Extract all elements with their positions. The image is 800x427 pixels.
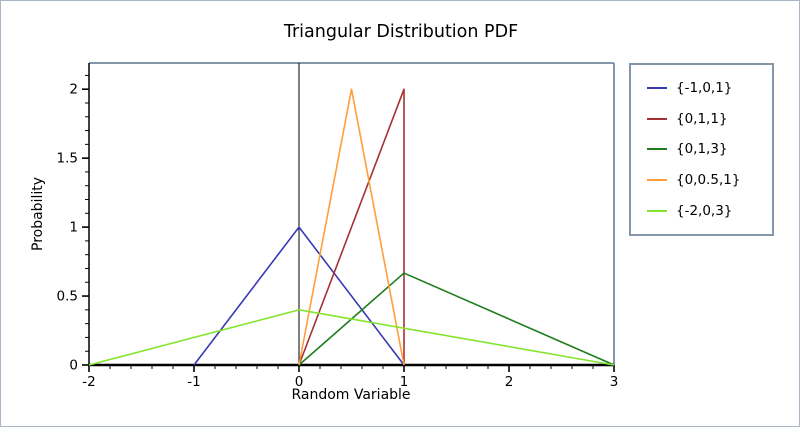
y-tick-label: 1.5 [57, 151, 78, 167]
x-tick-label: -1 [187, 374, 200, 390]
y-tick-label: 0.5 [57, 289, 78, 305]
series-line-{-1,0,1} [193, 226, 405, 366]
legend-item: {0,1,3} [647, 141, 772, 157]
legend-swatch-line [647, 148, 667, 151]
series-line-{0,0.5,1} [298, 88, 405, 366]
x-tick-label: 0 [295, 374, 304, 390]
y-tick-label: 1 [69, 220, 78, 236]
series-line-{0,1,3} [298, 272, 615, 366]
x-tick-label: 3 [610, 374, 619, 390]
legend-swatch-line [647, 179, 667, 182]
legend: {-1,0,1} {0,1,1} {0,1,3} {0,0.5,1} {-2,0,3} [629, 63, 774, 236]
y-tick-label: 0 [69, 358, 78, 374]
x-tick-label: 1 [400, 374, 409, 390]
legend-label: {0,0.5,1} [676, 172, 741, 189]
legend-swatch-line [647, 210, 667, 213]
chart-title: Triangular Distribution PDF [283, 22, 519, 42]
x-tick-label: 2 [505, 374, 514, 390]
legend-label: {0,1,1} [676, 110, 728, 127]
series-line-{-2,0,3} [88, 309, 615, 366]
x-tick-label: -2 [82, 374, 95, 390]
legend-item: {-1,0,1} [647, 80, 772, 96]
legend-item: {0,1,1} [647, 111, 772, 127]
legend-label: {-1,0,1} [676, 79, 733, 96]
legend-swatch-line [647, 86, 667, 89]
legend-label: {-2,0,3} [676, 203, 733, 220]
legend-item: {0,0.5,1} [647, 172, 772, 188]
legend-item: {-2,0,3} [647, 203, 772, 219]
series-line-{0,1,1} [298, 88, 405, 366]
x-axis-label: Random Variable [291, 387, 411, 403]
y-tick-label: 2 [69, 82, 78, 98]
legend-label: {0,1,3} [676, 141, 728, 158]
legend-swatch-line [647, 117, 667, 120]
